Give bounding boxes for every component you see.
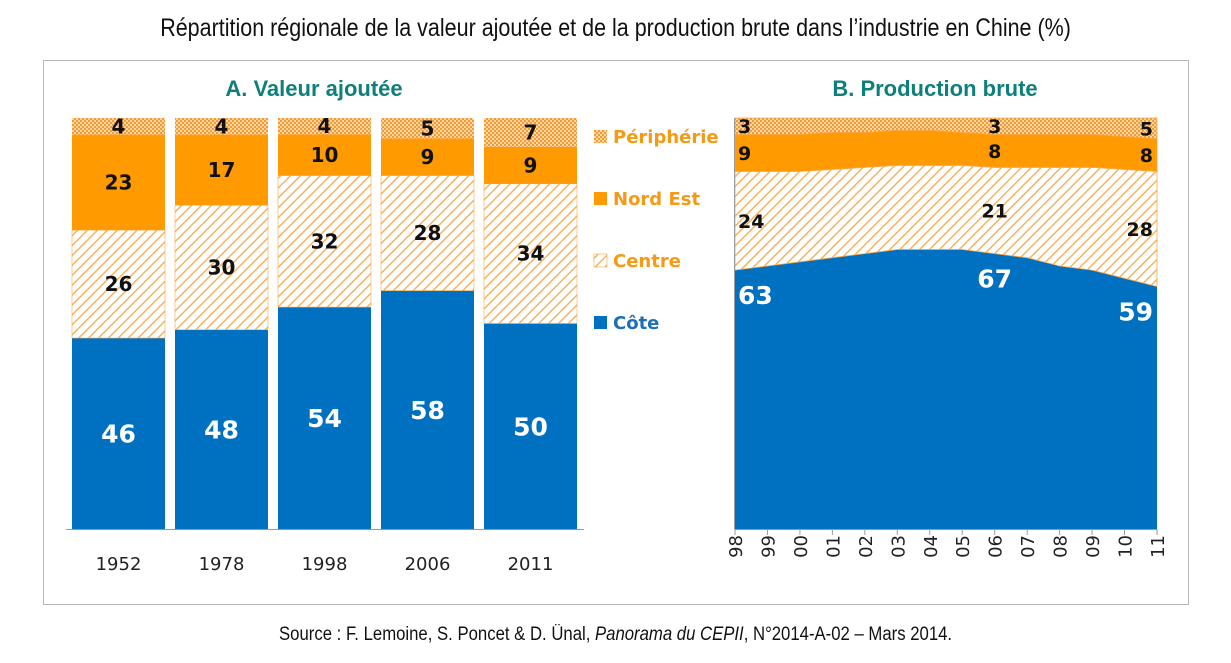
data-label: 28 <box>414 221 442 245</box>
legend-swatch-centre <box>593 253 608 268</box>
x-tick-label: 02 <box>856 535 877 558</box>
data-label: 24 <box>738 211 764 233</box>
x-tick-label: 99 <box>759 535 780 558</box>
area-nord-est <box>734 129 1158 172</box>
legend-label-nord_est: Nord Est <box>613 189 700 210</box>
bar-cote <box>72 338 165 529</box>
bar-nord-est <box>381 138 474 176</box>
legend-swatch-peripherie <box>594 130 607 143</box>
data-label: 63 <box>738 281 773 310</box>
data-label: 32 <box>311 229 339 253</box>
area-peripherie <box>734 117 1158 140</box>
page-title: Répartition régionale de la valeur ajout… <box>160 14 1071 42</box>
data-label: 10 <box>311 143 339 167</box>
x-tick-label: 98 <box>726 535 747 558</box>
bar-peripherie <box>175 118 268 135</box>
source-note: Source : F. Lemoine, S. Poncet & D. Ünal… <box>279 624 953 645</box>
panel-a-title: A. Valeur ajoutée <box>225 76 402 101</box>
legend-label-centre: Centre <box>613 251 681 272</box>
bar-cote <box>484 323 577 529</box>
data-label: 3 <box>988 116 1001 138</box>
x-tick-label: 2006 <box>405 554 451 575</box>
x-tick-label: 1998 <box>302 554 348 575</box>
data-label: 23 <box>105 170 133 194</box>
bar-peripherie <box>484 118 577 147</box>
data-label: 4 <box>112 114 126 138</box>
data-label: 4 <box>215 114 229 138</box>
x-tick-label: 09 <box>1083 535 1104 558</box>
bar-centre <box>277 175 372 308</box>
chart-frame <box>43 60 1189 605</box>
x-tick-label: 11 <box>1148 535 1169 558</box>
data-label: 4 <box>318 114 332 138</box>
legend-swatch-nord_est <box>594 192 607 205</box>
x-tick-label: 05 <box>953 535 974 558</box>
legend-label-cote: Côte <box>613 313 659 334</box>
data-label: 30 <box>208 255 236 279</box>
data-label: 5 <box>1140 118 1153 140</box>
bar-nord-est <box>175 134 268 206</box>
panel-a-bars: 46 26 23 4 1952 48 30 17 4 1978 54 32 10 4 1998 58 28 9 5 2… <box>66 114 584 575</box>
data-label: 48 <box>204 415 239 444</box>
bar-peripherie <box>72 118 165 135</box>
data-label: 5 <box>421 116 435 140</box>
bar-centre <box>380 175 475 291</box>
data-label: 46 <box>101 420 136 449</box>
data-label: 28 <box>1127 219 1153 241</box>
x-tick-label: 2011 <box>508 554 554 575</box>
panel-b-title: B. Production brute <box>832 76 1037 101</box>
data-label: 17 <box>208 158 236 182</box>
bar-nord-est <box>72 134 165 231</box>
bar-centre <box>174 204 269 331</box>
x-tick-label: 00 <box>791 535 812 558</box>
bar-centre <box>71 229 166 339</box>
x-tick-label: 03 <box>888 535 909 558</box>
bar-cote <box>175 329 268 529</box>
x-tick-label: 06 <box>986 535 1007 558</box>
bar-peripherie <box>278 118 371 135</box>
data-label: 59 <box>1118 298 1153 327</box>
legend-label-peripherie: Périphérie <box>613 127 719 148</box>
x-tick-label: 1952 <box>96 554 142 575</box>
bar-nord-est <box>278 134 371 176</box>
data-label: 7 <box>524 120 538 144</box>
data-label: 50 <box>513 412 548 441</box>
x-tick-label: 07 <box>1018 535 1039 558</box>
data-label: 21 <box>981 200 1007 222</box>
area-cote <box>735 249 1157 529</box>
x-tick-label: 10 <box>1116 535 1137 558</box>
x-tick-label: 01 <box>823 535 844 558</box>
data-label: 34 <box>517 242 545 266</box>
data-label: 8 <box>988 141 1001 163</box>
bar-cote <box>381 290 474 529</box>
bar-peripherie <box>381 118 474 139</box>
data-label: 9 <box>421 145 435 169</box>
data-label: 3 <box>738 116 751 138</box>
data-label: 8 <box>1140 145 1153 167</box>
x-tick-label: 1978 <box>199 554 245 575</box>
data-label: 67 <box>977 265 1012 294</box>
legend-swatch-cote <box>594 316 607 329</box>
bar-cote <box>278 307 371 529</box>
data-label: 58 <box>410 396 445 425</box>
data-label: 54 <box>307 404 342 433</box>
data-label: 26 <box>105 272 133 296</box>
bar-nord-est <box>484 146 577 184</box>
legend: Périphérie Nord Est Centre Côte <box>593 127 719 334</box>
x-tick-label: 04 <box>921 535 942 558</box>
data-label: 9 <box>738 143 751 165</box>
x-tick-label: 08 <box>1051 535 1072 558</box>
data-label: 9 <box>524 153 538 177</box>
